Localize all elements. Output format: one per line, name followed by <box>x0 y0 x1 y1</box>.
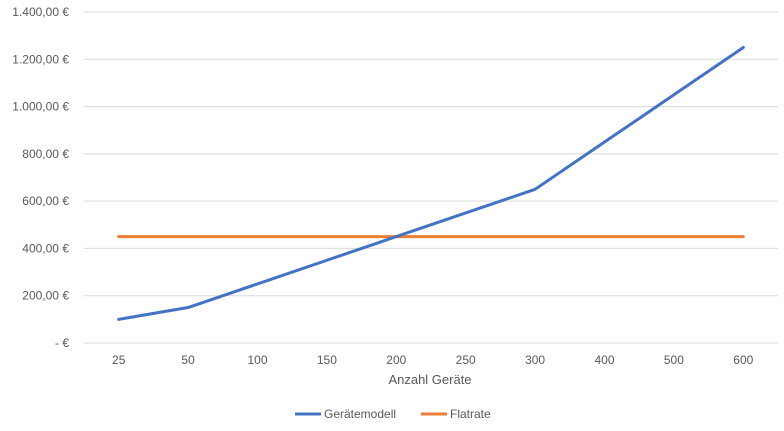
x-tick-label: 500 <box>664 353 684 367</box>
x-tick-label: 200 <box>386 353 406 367</box>
y-tick-label: 200,00 € <box>22 289 69 303</box>
x-tick-label: 400 <box>594 353 614 367</box>
series-layer <box>117 45 745 321</box>
x-axis-title: Anzahl Geräte <box>388 372 471 387</box>
y-tick-labels: - € 200,00 € 400,00 € 600,00 € 800,00 € 1.000… <box>12 5 69 350</box>
y-tick-label: 400,00 € <box>22 241 69 255</box>
y-tick-label: - € <box>55 336 69 350</box>
y-tick-label: 800,00 € <box>22 147 69 161</box>
x-tick-label: 250 <box>456 353 476 367</box>
legend: Gerätemodell Flatrate <box>295 407 491 421</box>
x-tick-labels: 25 50 100 150 200 250 300 400 500 600 <box>112 353 754 367</box>
legend-label: Flatrate <box>450 407 491 421</box>
x-tick-label: 150 <box>317 353 337 367</box>
y-tick-label: 1.400,00 € <box>12 5 69 19</box>
y-tick-label: 1.200,00 € <box>12 52 69 66</box>
y-tick-label: 1.000,00 € <box>12 100 69 114</box>
x-tick-label: 50 <box>181 353 195 367</box>
grid-layer <box>84 11 778 344</box>
x-tick-label: 25 <box>112 353 126 367</box>
x-tick-label: 300 <box>525 353 545 367</box>
x-tick-label: 100 <box>247 353 267 367</box>
y-tick-label: 600,00 € <box>22 194 69 208</box>
x-tick-label: 600 <box>733 353 753 367</box>
legend-label: Gerätemodell <box>324 407 396 421</box>
series-line <box>117 45 745 321</box>
